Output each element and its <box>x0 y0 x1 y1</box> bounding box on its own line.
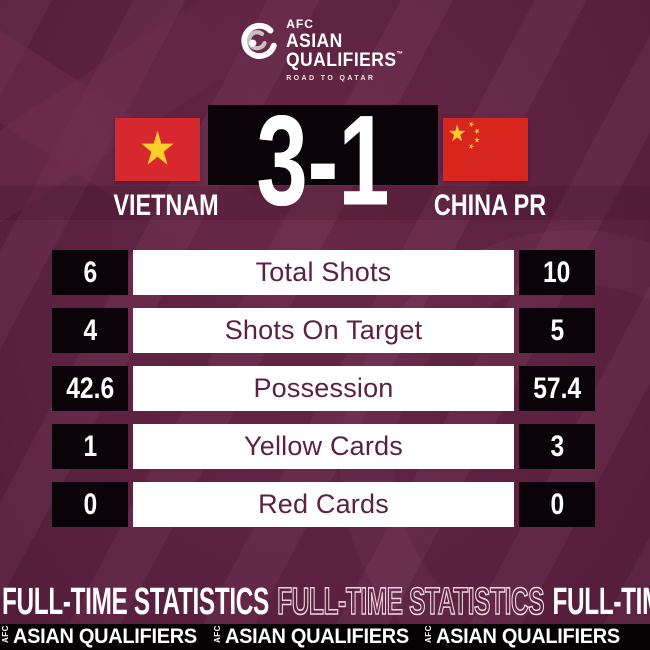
afc-small-label: AFC <box>1 624 10 643</box>
logo-asian-label: ASIAN <box>286 31 343 52</box>
stat-row: 42.6 Possession 57.4 <box>0 366 650 411</box>
fulltime-statistics-text: FULL-TIME STATISTICS <box>2 581 269 623</box>
home-stat-value: 6 <box>52 250 128 295</box>
fulltime-statistics-text: FULL-TIME STATISTICS <box>277 581 545 623</box>
home-stat-value: 42.6 <box>52 366 128 411</box>
fulltime-statistics-text: FULL-TIME STATISTICS <box>552 581 650 623</box>
final-score: 3-1 <box>256 88 390 233</box>
fulltime-statistics-banner: FULL-TIME STATISTICS FULL-TIME STATISTIC… <box>0 581 650 623</box>
trademark-symbol: ™ <box>396 51 404 58</box>
afc-small-label: AFC <box>212 624 222 643</box>
stat-row: 0 Red Cards 0 <box>0 482 650 527</box>
asian-qualifiers-group: AFC ASIAN QUALIFIERS <box>0 624 207 650</box>
asian-qualifiers-group: AFC ASIAN QUALIFIERS <box>423 624 630 650</box>
stat-label: Shots On Target <box>133 308 514 353</box>
asian-qualifiers-text: ASIAN QUALIFIERS <box>13 625 197 648</box>
home-stat-value: 4 <box>52 308 128 353</box>
afc-swirl-icon <box>236 18 278 75</box>
asian-qualifiers-bar: AFC ASIAN QUALIFIERS AFC ASIAN QUALIFIER… <box>0 624 650 650</box>
home-stat-value: 1 <box>52 424 128 469</box>
away-team-name: CHINA PR <box>433 189 547 222</box>
china-flag <box>443 118 528 181</box>
away-stat-value: 0 <box>519 482 595 527</box>
asian-qualifiers-group: AFC ASIAN QUALIFIERS <box>212 624 419 650</box>
away-stat-value: 5 <box>519 308 595 353</box>
asian-qualifiers-text: ASIAN QUALIFIERS <box>224 625 409 648</box>
afc-asian-qualifiers-logo: AFC ASIAN QUALIFIERS™ ROAD TO QATAR <box>0 18 650 82</box>
stats-table: 6 Total Shots 10 4 Shots On Target 5 42.… <box>0 250 650 540</box>
vietnam-flag <box>115 118 200 181</box>
home-team-name: VIETNAM <box>113 189 219 222</box>
stat-row: 1 Yellow Cards 3 <box>0 424 650 469</box>
home-stat-value: 0 <box>52 482 128 527</box>
stat-label: Red Cards <box>133 482 514 527</box>
stat-row: 6 Total Shots 10 <box>0 250 650 295</box>
stat-label: Total Shots <box>133 250 514 295</box>
road-to-qatar-label: ROAD TO QATAR <box>286 75 376 82</box>
score-box <box>208 105 438 185</box>
stat-row: 4 Shots On Target 5 <box>0 308 650 353</box>
away-stat-value: 57.4 <box>519 366 595 411</box>
logo-afc-label: AFC <box>286 17 314 31</box>
away-stat-value: 10 <box>519 250 595 295</box>
afc-small-label: AFC <box>424 624 434 643</box>
stat-label: Possession <box>133 366 514 411</box>
asian-qualifiers-text: ASIAN QUALIFIERS <box>436 625 620 648</box>
logo-qualifiers-label: QUALIFIERS™ <box>286 50 404 71</box>
stat-label: Yellow Cards <box>133 424 514 469</box>
away-stat-value: 3 <box>519 424 595 469</box>
